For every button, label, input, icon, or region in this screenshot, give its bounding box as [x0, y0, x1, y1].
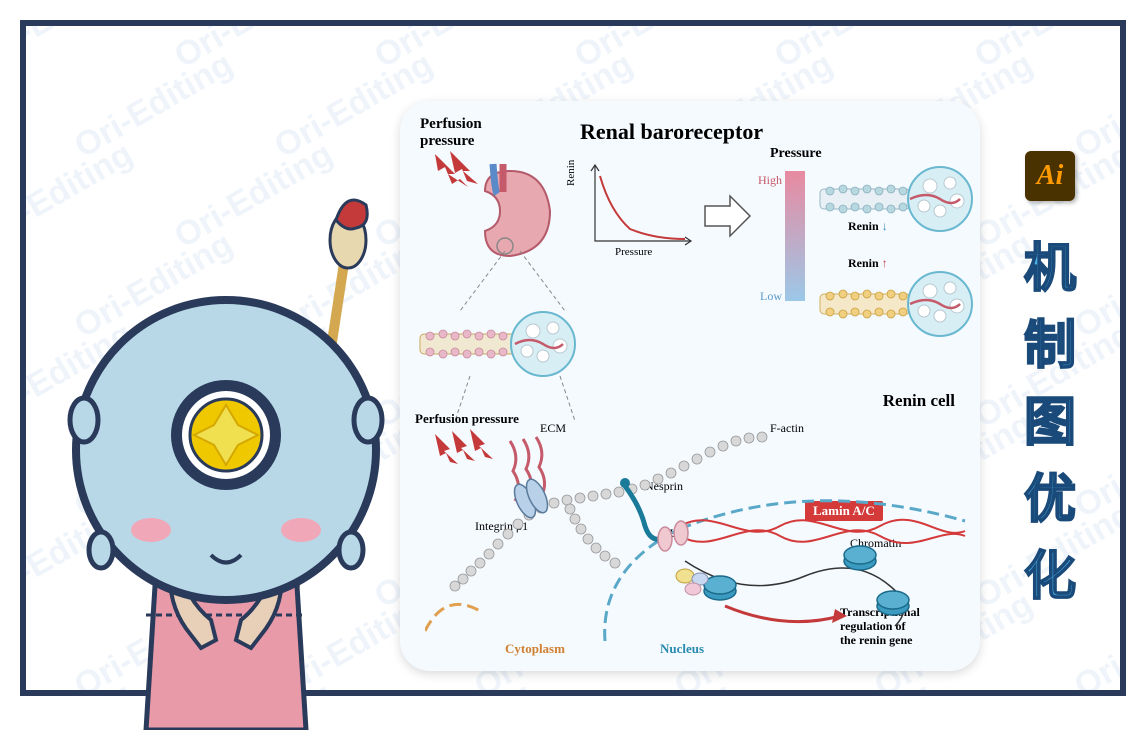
low-label: Low: [760, 289, 782, 304]
glomerulus-mid: [415, 306, 580, 381]
diagram-panel: Perfusionpressure Renal baroreceptor: [400, 101, 980, 671]
pressure-gradient: [785, 171, 805, 301]
pressure-label: Pressure: [770, 146, 822, 162]
glomerulus-high: [815, 161, 975, 236]
perfusion-label-top: Perfusionpressure: [420, 116, 482, 149]
kidney-icon: [455, 156, 565, 266]
chart-ylabel: Renin: [565, 160, 577, 186]
renin-down-label: Renin ↓: [848, 219, 888, 234]
ai-app-icon: Ai: [1025, 151, 1075, 201]
glomerulus-low: [815, 266, 975, 341]
high-label: High: [758, 173, 782, 188]
renin-cell-diagram: [425, 431, 970, 656]
outer-frame: Ori-EditingOri-EditingOri-EditingOri-Edi…: [20, 20, 1126, 696]
renin-cell-title: Renin cell: [883, 391, 955, 411]
mascot-character: [0, 170, 456, 730]
ai-icon-label: Ai: [1037, 160, 1063, 192]
main-title: Renal baroreceptor: [580, 119, 763, 145]
perfusion2-label: Perfusion pressure: [415, 411, 519, 427]
renin-up-label: Renin ↑: [848, 256, 888, 271]
big-arrow: [700, 191, 755, 241]
title-chinese: 机制图优化: [1020, 226, 1080, 609]
chart-xlabel: Pressure: [615, 246, 652, 258]
renin-pressure-chart: [575, 161, 695, 256]
